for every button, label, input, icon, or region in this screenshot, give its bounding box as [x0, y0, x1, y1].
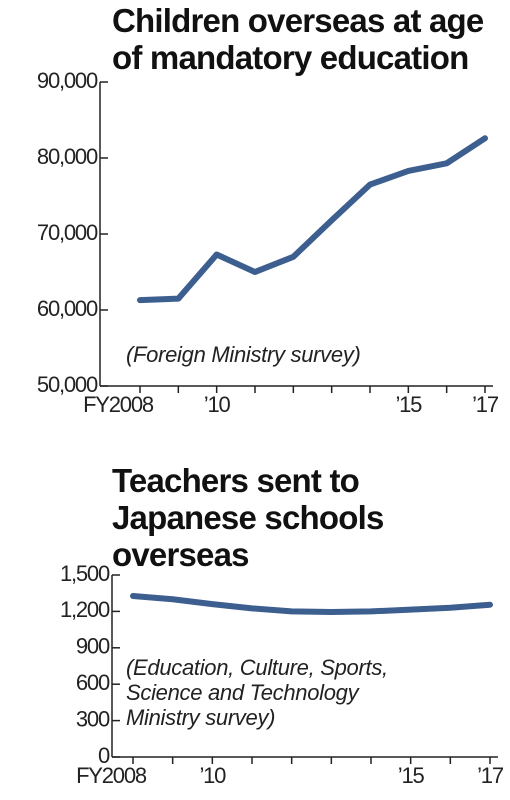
chart-title: Children overseas at age of mandatory ed…	[112, 2, 484, 76]
x-tick-label: ’17	[477, 763, 504, 788]
y-tick-label: 90,000	[37, 68, 98, 93]
annotation: (Foreign Ministry survey)	[126, 342, 361, 367]
x-tick-label: FY2008	[83, 392, 154, 417]
y-tick-label: 60,000	[37, 296, 98, 321]
y-tick-label: 1,200	[60, 597, 110, 622]
y-tick-label: 50,000	[37, 372, 98, 397]
x-tick-label: ’10	[199, 763, 226, 788]
x-tick-label: ’15	[398, 763, 425, 788]
annotation-line: (Education, Culture, Sports,	[126, 655, 388, 680]
x-tick-label: ’17	[472, 392, 499, 417]
y-tick-label: 70,000	[37, 220, 98, 245]
y-tick-label: 80,000	[37, 144, 98, 169]
x-tick-label: FY2008	[76, 763, 147, 788]
x-tick-label: ’10	[204, 392, 231, 417]
chart-title: Teachers sent to Japanese schools overse…	[112, 462, 384, 573]
y-tick-label: 0	[98, 743, 110, 768]
annotation-line: Science and Technology	[126, 680, 359, 705]
annotation: (Education, Culture, Sports, Science and…	[126, 655, 388, 730]
data-line	[130, 592, 493, 616]
annotation-line: Ministry survey)	[126, 705, 276, 730]
x-tick-label: ’15	[395, 392, 422, 417]
y-tick-label: 300	[76, 706, 110, 731]
y-tick-label: 600	[76, 670, 110, 695]
y-tick-label: 1,500	[60, 561, 110, 586]
y-tick-label: 900	[76, 634, 110, 659]
data-line	[137, 135, 488, 304]
